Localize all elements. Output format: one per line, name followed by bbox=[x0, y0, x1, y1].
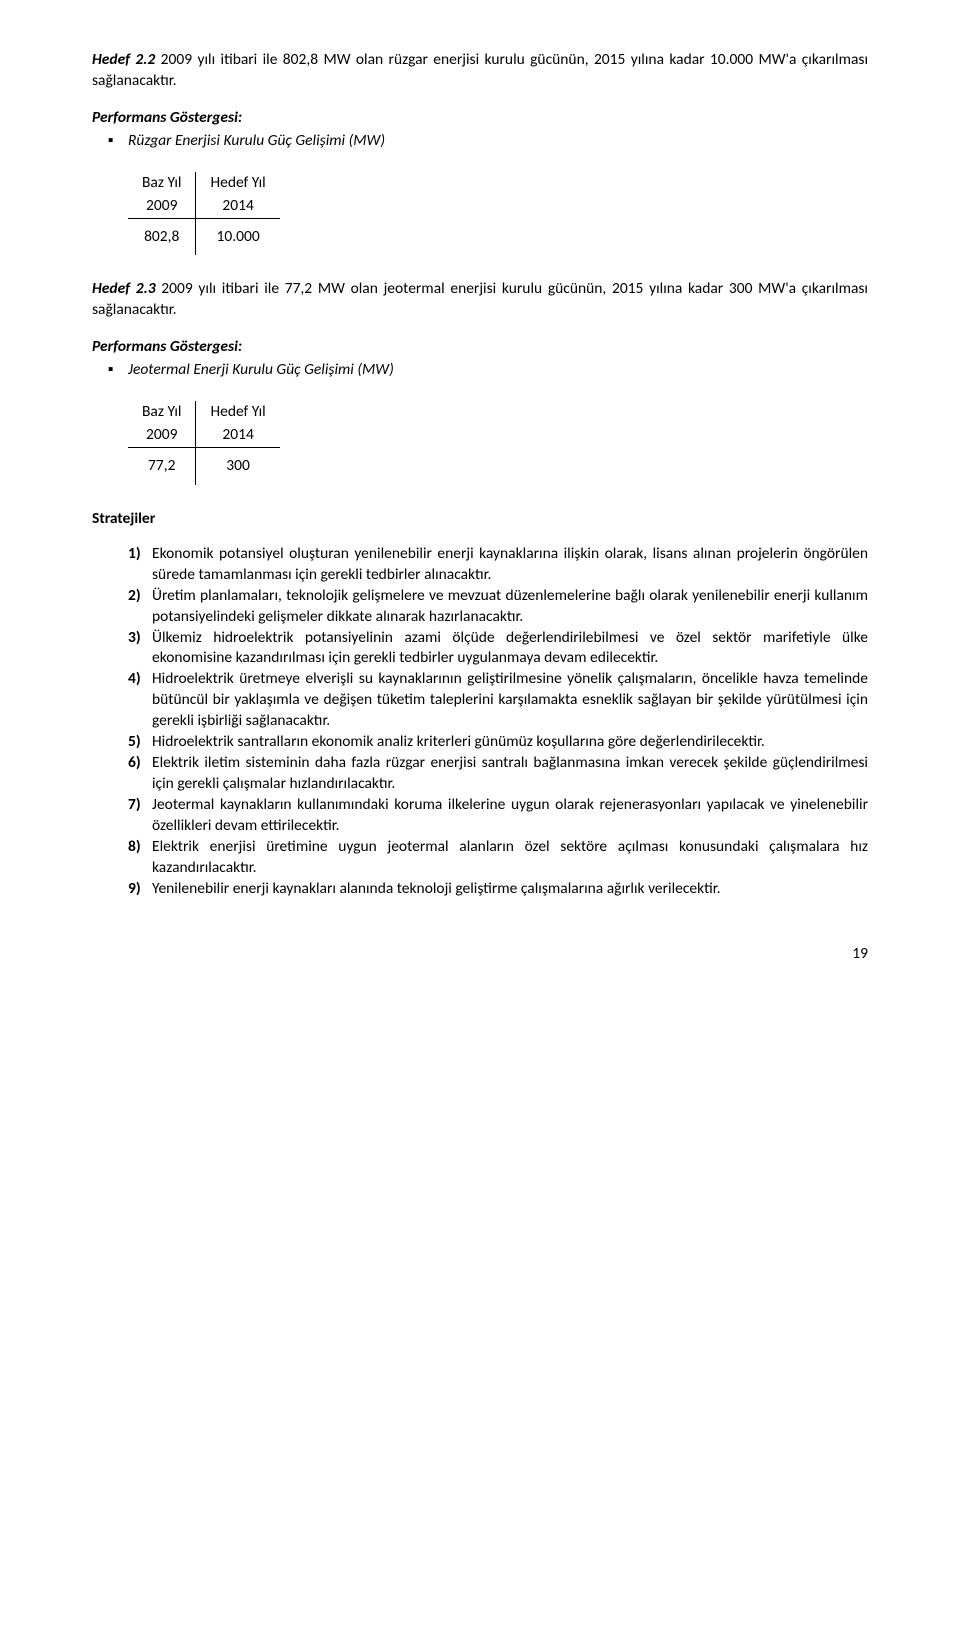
performans-2: Performans Göstergesi: Jeotermal Enerji … bbox=[92, 337, 868, 381]
table-row: Baz Yıl Hedef Yıl bbox=[128, 401, 280, 424]
table-cell: 77,2 bbox=[128, 447, 196, 484]
item-text: Ekonomik potansiyel oluşturan yenilenebi… bbox=[152, 544, 868, 584]
page-number: 19 bbox=[92, 944, 868, 965]
table-header: Baz Yıl bbox=[128, 172, 196, 195]
list-item: 2) Üretim planlamaları, teknolojik gelişm… bbox=[128, 586, 868, 628]
item-text: Jeotermal kaynakların kullanımındaki kor… bbox=[152, 795, 868, 835]
table-header: 2014 bbox=[196, 424, 280, 447]
table-row: 77,2 300 bbox=[128, 447, 280, 484]
table-header: Hedef Yıl bbox=[196, 401, 280, 424]
hedef-2-2-text: 2009 yılı itibari ile 802,8 MW olan rüzg… bbox=[92, 50, 868, 90]
performans-1-item: Rüzgar Enerjisi Kurulu Güç Gelişimi (MW) bbox=[128, 131, 868, 152]
list-item: 4) Hidroelektrik üretmeye elverişli su ka… bbox=[128, 669, 868, 732]
item-text: Elektrik iletim sisteminin daha fazla rü… bbox=[152, 753, 868, 793]
performans-1-title: Performans Göstergesi: bbox=[92, 108, 868, 129]
table-header: 2014 bbox=[196, 195, 280, 218]
item-number: 9) bbox=[128, 879, 141, 900]
hedef-2-3: Hedef 2.3 2009 yılı itibari ile 77,2 MW … bbox=[92, 279, 868, 321]
table-header: Hedef Yıl bbox=[196, 172, 280, 195]
performans-2-list: Jeotermal Enerji Kurulu Güç Gelişimi (MW… bbox=[92, 360, 868, 381]
table-ruzgar: Baz Yıl Hedef Yıl 2009 2014 802,8 10.000 bbox=[128, 172, 280, 256]
item-text: Hidroelektrik santralların ekonomik anal… bbox=[152, 732, 765, 751]
item-number: 2) bbox=[128, 586, 141, 607]
hedef-2-3-text: 2009 yılı itibari ile 77,2 MW olan jeote… bbox=[92, 279, 868, 319]
stratejiler-heading: Stratejiler bbox=[92, 509, 868, 530]
item-text: Yenilenebilir enerji kaynakları alanında… bbox=[152, 879, 721, 898]
table-cell: 300 bbox=[196, 447, 280, 484]
hedef-2-2-label: Hedef 2.2 bbox=[92, 50, 155, 69]
table-row: 2009 2014 bbox=[128, 195, 280, 218]
table-header: 2009 bbox=[128, 195, 196, 218]
item-text: Hidroelektrik üretmeye elverişli su kayn… bbox=[152, 669, 868, 730]
item-number: 1) bbox=[128, 544, 141, 565]
table-cell: 802,8 bbox=[128, 218, 196, 255]
list-item: 5) Hidroelektrik santralların ekonomik an… bbox=[128, 732, 868, 753]
performans-1: Performans Göstergesi: Rüzgar Enerjisi K… bbox=[92, 108, 868, 152]
table-header: Baz Yıl bbox=[128, 401, 196, 424]
item-number: 6) bbox=[128, 753, 141, 774]
stratejiler-list: 1) Ekonomik potansiyel oluşturan yenilene… bbox=[92, 544, 868, 900]
table-header: 2009 bbox=[128, 424, 196, 447]
item-number: 7) bbox=[128, 795, 141, 816]
list-item: 7) Jeotermal kaynakların kullanımındaki k… bbox=[128, 795, 868, 837]
performans-2-title: Performans Göstergesi: bbox=[92, 337, 868, 358]
hedef-2-2: Hedef 2.2 2009 yılı itibari ile 802,8 MW… bbox=[92, 50, 868, 92]
table-cell: 10.000 bbox=[196, 218, 280, 255]
table-jeotermal: Baz Yıl Hedef Yıl 2009 2014 77,2 300 bbox=[128, 401, 280, 485]
list-item: 6) Elektrik iletim sisteminin daha fazla … bbox=[128, 753, 868, 795]
hedef-2-3-label: Hedef 2.3 bbox=[92, 279, 156, 298]
item-number: 8) bbox=[128, 837, 141, 858]
item-number: 5) bbox=[128, 732, 141, 753]
list-item: 1) Ekonomik potansiyel oluşturan yenilene… bbox=[128, 544, 868, 586]
item-number: 4) bbox=[128, 669, 141, 690]
table-row: 802,8 10.000 bbox=[128, 218, 280, 255]
table-row: Baz Yıl Hedef Yıl bbox=[128, 172, 280, 195]
item-text: Üretim planlamaları, teknolojik gelişmel… bbox=[152, 586, 868, 626]
performans-1-list: Rüzgar Enerjisi Kurulu Güç Gelişimi (MW) bbox=[92, 131, 868, 152]
table-row: 2009 2014 bbox=[128, 424, 280, 447]
item-text: Elektrik enerjisi üretimine uygun jeoter… bbox=[152, 837, 868, 877]
list-item: 8) Elektrik enerjisi üretimine uygun jeot… bbox=[128, 837, 868, 879]
list-item: 9) Yenilenebilir enerji kaynakları alanın… bbox=[128, 879, 868, 900]
item-text: Ülkemiz hidroelektrik potansiyelinin aza… bbox=[152, 628, 868, 668]
list-item: 3) Ülkemiz hidroelektrik potansiyelinin a… bbox=[128, 628, 868, 670]
performans-2-item: Jeotermal Enerji Kurulu Güç Gelişimi (MW… bbox=[128, 360, 868, 381]
item-number: 3) bbox=[128, 628, 141, 649]
